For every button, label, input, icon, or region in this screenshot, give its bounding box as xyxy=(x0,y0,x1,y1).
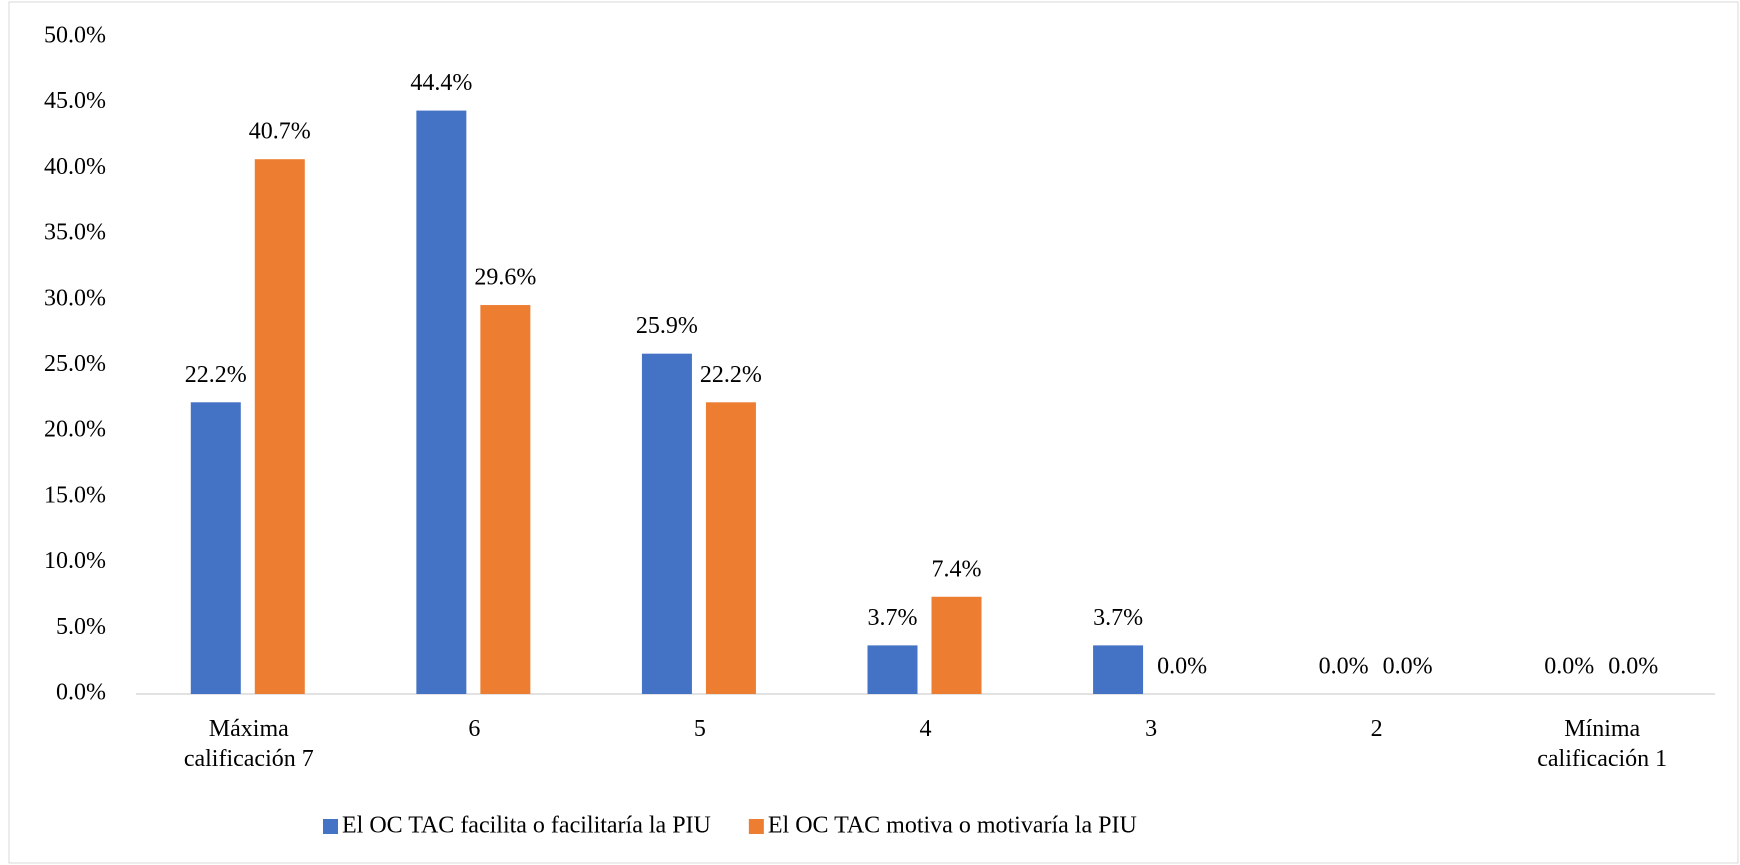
value-label: 0.0% xyxy=(1608,654,1658,680)
value-label: 25.9% xyxy=(636,313,698,339)
y-tick-label: 20.0% xyxy=(44,417,106,443)
value-label: 7.4% xyxy=(932,556,982,582)
y-tick-label: 30.0% xyxy=(44,285,106,311)
bar xyxy=(931,596,982,694)
bar xyxy=(641,353,692,694)
bar xyxy=(867,645,918,694)
y-tick-label: 45.0% xyxy=(44,88,106,114)
y-tick-label: 5.0% xyxy=(56,614,106,640)
bar xyxy=(1093,645,1144,694)
value-label: 3.7% xyxy=(868,605,918,631)
bar xyxy=(480,305,531,694)
value-label: 0.0% xyxy=(1383,654,1433,680)
x-tick-label: 4 xyxy=(919,716,932,742)
legend-label: El OC TAC motiva o motivaría la PIU xyxy=(768,813,1137,839)
value-label: 40.7% xyxy=(249,119,311,145)
value-label: 0.0% xyxy=(1319,654,1369,680)
x-tick-label: Máxima calificación 7 xyxy=(183,716,314,772)
y-tick-label: 50.0% xyxy=(44,23,106,49)
y-tick-label: 25.0% xyxy=(44,351,106,377)
y-tick-label: 0.0% xyxy=(56,680,106,706)
chart-border xyxy=(8,1,1739,864)
y-tick-label: 10.0% xyxy=(44,548,106,574)
legend-label: El OC TAC facilita o facilitaría la PIU xyxy=(342,813,711,839)
legend-swatch xyxy=(748,819,764,834)
x-tick-label: 5 xyxy=(693,716,706,742)
bar xyxy=(190,402,241,694)
x-tick-label: Mínima calificación 1 xyxy=(1537,716,1668,772)
bar xyxy=(705,402,756,694)
bar xyxy=(416,110,467,695)
x-tick-label: 3 xyxy=(1145,716,1158,742)
x-tick-label: 2 xyxy=(1370,716,1383,742)
value-label: 0.0% xyxy=(1157,654,1207,680)
value-label: 44.4% xyxy=(410,70,472,96)
value-label: 0.0% xyxy=(1544,654,1594,680)
value-label: 3.7% xyxy=(1093,605,1143,631)
y-tick-label: 35.0% xyxy=(44,220,106,246)
value-label: 29.6% xyxy=(474,265,536,291)
y-tick-label: 15.0% xyxy=(44,482,106,508)
bar xyxy=(254,159,305,694)
value-label: 22.2% xyxy=(700,362,762,388)
y-tick-label: 40.0% xyxy=(44,154,106,180)
legend-swatch xyxy=(323,819,338,834)
value-label: 22.2% xyxy=(185,362,247,388)
x-tick-label: 6 xyxy=(468,716,481,742)
